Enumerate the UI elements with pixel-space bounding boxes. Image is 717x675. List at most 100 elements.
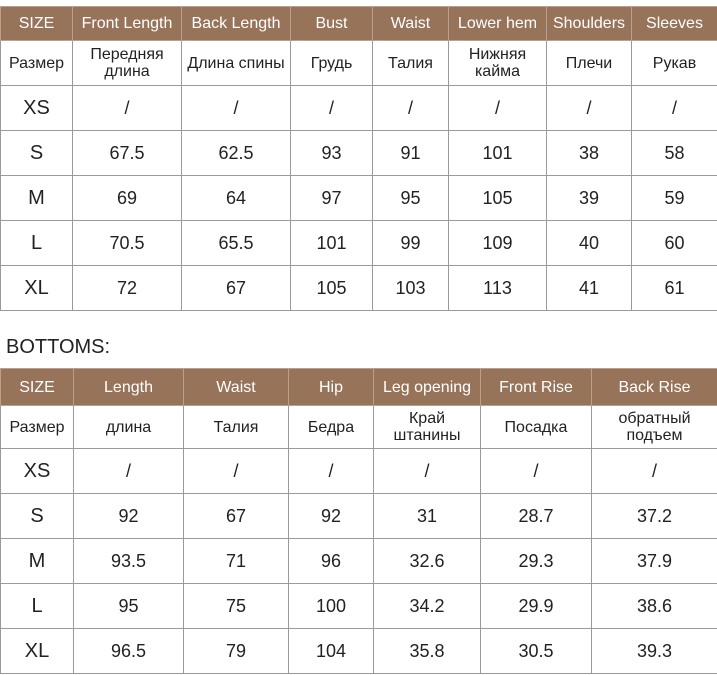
measurement-cell: 31 <box>373 493 481 539</box>
column-subheader: Размер <box>0 40 73 86</box>
column-header: Front Rise <box>480 368 592 406</box>
measurement-cell: 62.5 <box>181 130 291 176</box>
measurement-cell: 67.5 <box>72 130 182 176</box>
column-subheader: обратный подъем <box>591 405 717 449</box>
measurement-cell: 71 <box>183 538 289 584</box>
column-subheader: Размер <box>0 405 74 449</box>
measurement-cell: 96 <box>288 538 374 584</box>
measurement-cell: 93.5 <box>73 538 184 584</box>
measurement-cell: 32.6 <box>373 538 481 584</box>
measurement-cell: 72 <box>72 265 182 311</box>
column-header: Front Length <box>72 6 182 41</box>
subheader-row: Размер длина Талия Бедра Край штанины Посадка… <box>0 405 717 449</box>
measurement-cell: 101 <box>290 220 373 266</box>
measurement-cell: 93 <box>290 130 373 176</box>
size-label: M <box>0 538 74 584</box>
column-header: SIZE <box>0 6 73 41</box>
column-header: Lower hem <box>448 6 547 41</box>
bottoms-title: BOTTOMS: <box>6 336 111 358</box>
measurement-cell: 58 <box>631 130 717 176</box>
table-row: XL 72 67 105 103 113 41 61 <box>0 265 717 311</box>
measurement-cell: 91 <box>372 130 449 176</box>
measurement-cell: 39.3 <box>591 628 717 674</box>
measurement-cell: / <box>591 448 717 494</box>
measurement-cell: / <box>546 85 632 131</box>
measurement-cell: 104 <box>288 628 374 674</box>
column-header: Waist <box>372 6 449 41</box>
measurement-cell: / <box>290 85 373 131</box>
measurement-cell: / <box>373 448 481 494</box>
measurement-cell: 96.5 <box>73 628 184 674</box>
column-subheader: Посадка <box>480 405 592 449</box>
measurement-cell: 113 <box>448 265 547 311</box>
column-header: Sleeves <box>631 6 717 41</box>
size-label: XL <box>0 265 73 311</box>
size-label: S <box>0 130 73 176</box>
measurement-cell: / <box>372 85 449 131</box>
column-header: Back Length <box>181 6 291 41</box>
measurement-cell: / <box>448 85 547 131</box>
column-subheader: Передняя длина <box>72 40 182 86</box>
table-row: XS / / / / / / <box>0 448 717 494</box>
column-header: Back Rise <box>591 368 717 406</box>
table-row: S 67.5 62.5 93 91 101 38 58 <box>0 130 717 176</box>
column-header: Waist <box>183 368 289 406</box>
column-header: Length <box>73 368 184 406</box>
measurement-cell: 95 <box>73 583 184 629</box>
measurement-cell: 65.5 <box>181 220 291 266</box>
measurement-cell: 37.9 <box>591 538 717 584</box>
measurement-cell: 60 <box>631 220 717 266</box>
column-header: Bust <box>290 6 373 41</box>
measurement-cell: / <box>181 85 291 131</box>
column-subheader: Рукав <box>631 40 717 86</box>
measurement-cell: 28.7 <box>480 493 592 539</box>
measurement-cell: / <box>288 448 374 494</box>
table-row: M 93.5 71 96 32.6 29.3 37.9 <box>0 538 717 584</box>
column-subheader: Бедра <box>288 405 374 449</box>
measurement-cell: 109 <box>448 220 547 266</box>
measurement-cell: 29.9 <box>480 583 592 629</box>
measurement-cell: 34.2 <box>373 583 481 629</box>
column-subheader: Нижняя кайма <box>448 40 547 86</box>
measurement-cell: 38.6 <box>591 583 717 629</box>
measurement-cell: 35.8 <box>373 628 481 674</box>
measurement-cell: 41 <box>546 265 632 311</box>
tops-size-table: SIZE Front Length Back Length Bust Waist Lowe… <box>0 6 717 311</box>
subheader-row: Размер Передняя длина Длина спины Грудь Тали… <box>0 40 717 86</box>
column-subheader: длина <box>73 405 184 449</box>
measurement-cell: 30.5 <box>480 628 592 674</box>
measurement-cell: 69 <box>72 175 182 221</box>
column-subheader: Грудь <box>290 40 373 86</box>
column-subheader: Плечи <box>546 40 632 86</box>
measurement-cell: 92 <box>288 493 374 539</box>
measurement-cell: 95 <box>372 175 449 221</box>
measurement-cell: / <box>183 448 289 494</box>
column-header: Hip <box>288 368 374 406</box>
measurement-cell: 67 <box>183 493 289 539</box>
measurement-cell: 59 <box>631 175 717 221</box>
size-label: L <box>0 583 74 629</box>
column-subheader: Талия <box>372 40 449 86</box>
measurement-cell: 37.2 <box>591 493 717 539</box>
measurement-cell: 29.3 <box>480 538 592 584</box>
size-label: XS <box>0 448 74 494</box>
size-label: XL <box>0 628 74 674</box>
measurement-cell: 39 <box>546 175 632 221</box>
measurement-cell: 100 <box>288 583 374 629</box>
column-header: SIZE <box>0 368 74 406</box>
measurement-cell: 70.5 <box>72 220 182 266</box>
table-row: XS / / / / / / / <box>0 85 717 131</box>
measurement-cell: 105 <box>448 175 547 221</box>
measurement-cell: 99 <box>372 220 449 266</box>
measurement-cell: 67 <box>181 265 291 311</box>
table-row: L 95 75 100 34.2 29.9 38.6 <box>0 583 717 629</box>
size-label: L <box>0 220 73 266</box>
table-row: M 69 64 97 95 105 39 59 <box>0 175 717 221</box>
bottoms-size-table: SIZE Length Waist Hip Leg opening Front Rise B… <box>0 368 717 674</box>
table-row: S 92 67 92 31 28.7 37.2 <box>0 493 717 539</box>
table-row: XL 96.5 79 104 35.8 30.5 39.3 <box>0 628 717 674</box>
measurement-cell: / <box>73 448 184 494</box>
measurement-cell: 75 <box>183 583 289 629</box>
measurement-cell: 103 <box>372 265 449 311</box>
column-subheader: Длина спины <box>181 40 291 86</box>
